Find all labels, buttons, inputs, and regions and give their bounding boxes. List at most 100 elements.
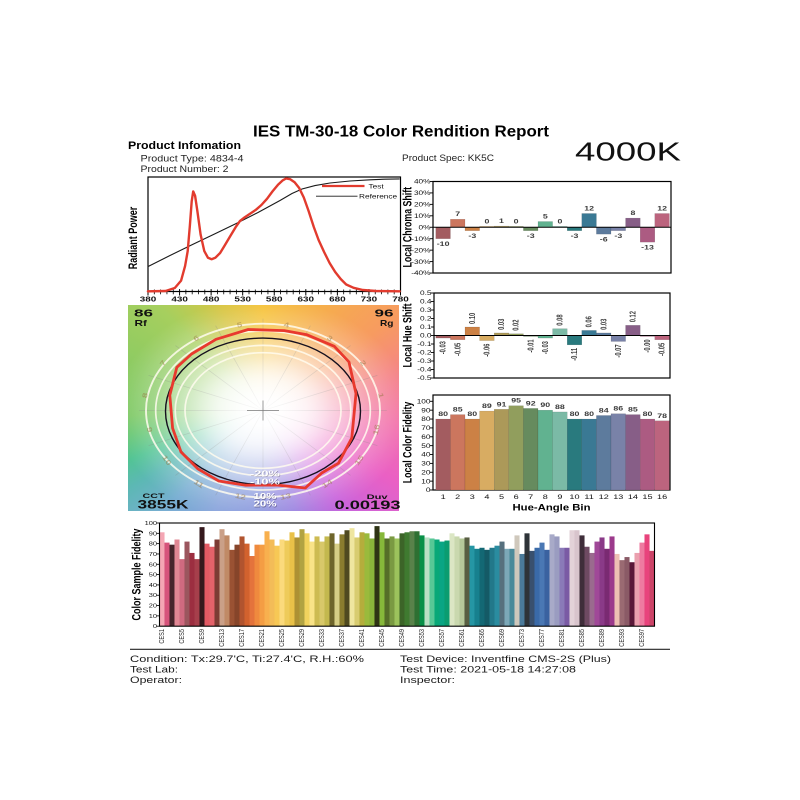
svg-text:CES93: CES93 <box>618 629 626 647</box>
svg-text:80: 80 <box>149 541 158 547</box>
svg-text:CES17: CES17 <box>238 629 246 647</box>
svg-text:1: 1 <box>377 392 386 399</box>
svg-text:78: 78 <box>657 412 668 419</box>
svg-text:10%: 10% <box>414 212 431 219</box>
svg-text:8: 8 <box>630 209 636 216</box>
svg-text:95: 95 <box>511 397 522 404</box>
svg-text:480: 480 <box>203 295 220 303</box>
svg-text:2: 2 <box>358 358 368 367</box>
svg-text:0.00193: 0.00193 <box>335 498 402 512</box>
svg-text:0.03: 0.03 <box>601 319 609 330</box>
svg-text:90: 90 <box>149 531 158 537</box>
svg-text:Condition: Tx:29.7'C, Ti:27.4': Condition: Tx:29.7'C, Ti:27.4'C, R.H.:60… <box>130 654 365 665</box>
svg-text:80: 80 <box>438 410 448 417</box>
svg-text:10%: 10% <box>254 492 278 501</box>
svg-text:15: 15 <box>642 493 653 500</box>
svg-text:Product Type: 4834-4: Product Type: 4834-4 <box>141 154 244 165</box>
svg-text:85: 85 <box>453 406 464 413</box>
svg-text:630: 630 <box>298 295 315 303</box>
svg-text:16: 16 <box>371 423 381 435</box>
svg-text:90: 90 <box>421 407 430 414</box>
svg-text:70: 70 <box>149 552 158 558</box>
svg-text:90: 90 <box>540 401 550 408</box>
svg-text:Local Hue Shift: Local Hue Shift <box>401 303 415 367</box>
svg-text:86: 86 <box>613 405 623 412</box>
svg-text:-40%: -40% <box>411 269 431 276</box>
svg-text:0.12: 0.12 <box>630 311 638 322</box>
svg-text:530: 530 <box>234 295 251 303</box>
svg-text:11: 11 <box>584 493 594 500</box>
svg-text:0.1: 0.1 <box>420 323 432 330</box>
svg-text:0: 0 <box>426 486 431 493</box>
svg-text:86: 86 <box>134 307 153 319</box>
svg-text:5: 5 <box>543 213 549 220</box>
svg-text:Test: Test <box>369 182 384 189</box>
svg-text:0.08: 0.08 <box>557 314 565 325</box>
svg-text:CES53: CES53 <box>418 629 426 647</box>
svg-text:12: 12 <box>599 493 610 500</box>
svg-text:-10%: -10% <box>250 477 281 486</box>
svg-text:CES33: CES33 <box>318 629 326 647</box>
svg-text:-0.00: -0.00 <box>644 339 652 352</box>
svg-text:CES9: CES9 <box>198 629 206 644</box>
svg-text:CES41: CES41 <box>358 629 366 647</box>
svg-text:7: 7 <box>528 493 534 500</box>
svg-text:CCT: CCT <box>143 493 166 500</box>
svg-text:4: 4 <box>484 493 490 500</box>
svg-text:Rf: Rf <box>135 318 148 328</box>
svg-text:-0.03: -0.03 <box>542 341 550 354</box>
svg-text:9: 9 <box>557 493 563 500</box>
svg-text:580: 580 <box>266 295 283 303</box>
svg-text:12: 12 <box>657 205 667 212</box>
svg-text:-6: -6 <box>600 236 608 243</box>
svg-text:CES1: CES1 <box>158 629 166 644</box>
svg-text:-0.01: -0.01 <box>528 339 536 352</box>
svg-text:3: 3 <box>325 333 334 343</box>
svg-text:1: 1 <box>499 217 505 224</box>
svg-text:Product Infomation: Product Infomation <box>128 140 241 152</box>
svg-text:0.3: 0.3 <box>420 306 432 313</box>
svg-text:100: 100 <box>145 521 158 527</box>
svg-text:-3: -3 <box>571 232 579 239</box>
svg-text:8: 8 <box>140 392 149 399</box>
svg-text:0.02: 0.02 <box>513 319 521 330</box>
svg-text:CES97: CES97 <box>638 629 646 647</box>
svg-text:CES73: CES73 <box>518 629 526 647</box>
svg-text:10: 10 <box>421 477 430 484</box>
svg-text:40: 40 <box>149 583 158 589</box>
svg-text:8: 8 <box>543 493 549 500</box>
svg-text:CES45: CES45 <box>378 629 386 647</box>
svg-text:5: 5 <box>236 320 243 329</box>
svg-text:Test Lab:: Test Lab: <box>130 665 178 676</box>
svg-text:0: 0 <box>153 624 158 630</box>
svg-text:20%: 20% <box>254 500 278 509</box>
svg-text:6: 6 <box>192 333 201 343</box>
svg-text:-20%: -20% <box>251 470 282 479</box>
svg-text:96: 96 <box>375 307 394 319</box>
svg-text:CES13: CES13 <box>218 629 226 647</box>
svg-text:0.2: 0.2 <box>420 315 432 322</box>
svg-text:1: 1 <box>441 493 447 500</box>
svg-text:-0.11: -0.11 <box>571 348 579 361</box>
svg-text:CES29: CES29 <box>298 629 306 647</box>
svg-text:-0.03: -0.03 <box>440 341 448 354</box>
svg-text:-20%: -20% <box>250 469 281 478</box>
svg-text:30%: 30% <box>414 189 431 196</box>
svg-text:430: 430 <box>171 295 188 303</box>
svg-text:4000K: 4000K <box>575 136 682 166</box>
svg-text:-0.07: -0.07 <box>615 344 623 357</box>
svg-text:CES37: CES37 <box>338 629 346 647</box>
svg-text:20%: 20% <box>254 500 278 509</box>
svg-text:CES49: CES49 <box>398 629 406 647</box>
svg-text:Operator:: Operator: <box>130 675 182 686</box>
svg-text:88: 88 <box>555 403 566 410</box>
svg-text:14: 14 <box>628 493 639 500</box>
svg-text:80: 80 <box>570 410 580 417</box>
svg-text:85: 85 <box>628 406 639 413</box>
svg-text:Reference: Reference <box>359 193 397 200</box>
svg-text:10: 10 <box>569 493 580 500</box>
svg-text:0: 0 <box>484 217 489 224</box>
svg-text:0.03: 0.03 <box>498 319 506 330</box>
svg-text:2: 2 <box>455 493 461 500</box>
svg-text:CES81: CES81 <box>558 629 566 647</box>
